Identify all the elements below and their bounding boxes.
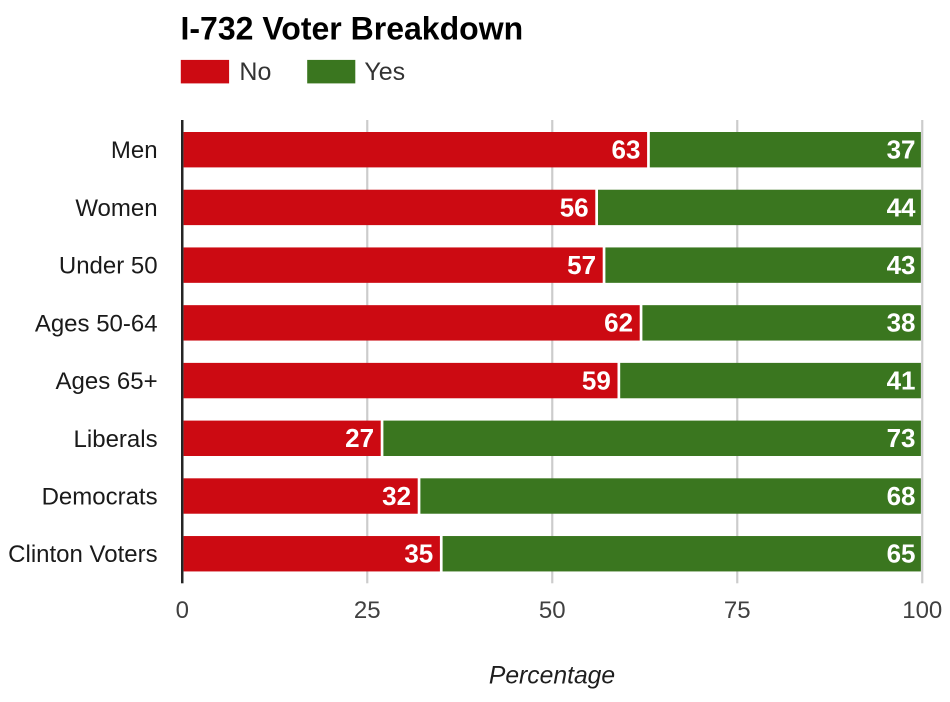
svg-text:25: 25 <box>354 597 381 624</box>
svg-text:Percentage: Percentage <box>489 663 615 690</box>
svg-text:50: 50 <box>539 597 566 624</box>
svg-text:32: 32 <box>382 481 411 511</box>
svg-text:Ages 50-64: Ages 50-64 <box>35 310 158 337</box>
svg-text:73: 73 <box>887 423 916 453</box>
svg-text:57: 57 <box>567 250 596 280</box>
svg-text:37: 37 <box>887 135 916 165</box>
svg-text:Clinton Voters: Clinton Voters <box>8 541 157 568</box>
svg-text:27: 27 <box>345 423 374 453</box>
svg-text:63: 63 <box>612 135 641 165</box>
svg-text:Yes: Yes <box>364 58 405 86</box>
svg-text:Women: Women <box>75 195 157 222</box>
svg-text:68: 68 <box>887 481 916 511</box>
svg-text:Liberals: Liberals <box>74 426 158 453</box>
svg-text:Democrats: Democrats <box>42 484 158 511</box>
svg-text:Under 50: Under 50 <box>59 253 158 280</box>
svg-text:62: 62 <box>604 308 633 338</box>
svg-text:43: 43 <box>887 250 916 280</box>
svg-text:59: 59 <box>582 365 611 395</box>
svg-text:100: 100 <box>902 597 942 624</box>
svg-text:56: 56 <box>560 192 589 222</box>
svg-text:I-732 Voter Breakdown: I-732 Voter Breakdown <box>181 11 524 47</box>
svg-text:65: 65 <box>887 539 916 569</box>
svg-text:Ages 65+: Ages 65+ <box>56 368 158 395</box>
svg-text:41: 41 <box>887 365 916 395</box>
svg-text:35: 35 <box>404 539 433 569</box>
svg-text:Men: Men <box>111 137 158 164</box>
svg-text:44: 44 <box>887 192 916 222</box>
svg-text:75: 75 <box>724 597 751 624</box>
svg-text:0: 0 <box>176 597 189 624</box>
svg-text:No: No <box>239 58 271 86</box>
svg-text:38: 38 <box>887 308 916 338</box>
